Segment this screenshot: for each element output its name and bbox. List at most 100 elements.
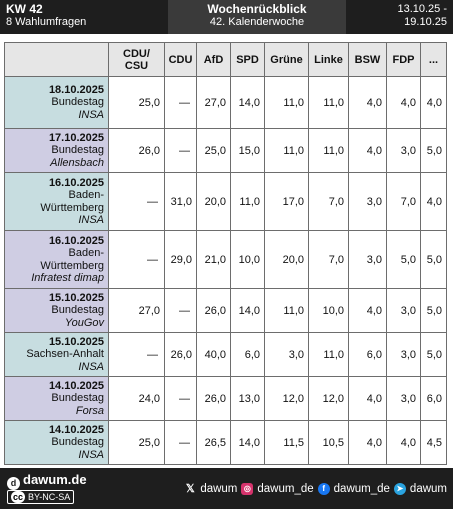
poll-value-cell: 5,0 — [420, 230, 447, 289]
poll-value-cell: — — [164, 76, 197, 129]
poll-region: Bundestag — [51, 96, 104, 109]
table-row: 14.10.2025 Bundestag INSA 25,0—26,5 14,0 11,5… — [4, 420, 447, 465]
poll-value-cell: 4,5 — [420, 420, 447, 465]
poll-value-cell: 27,0 — [196, 76, 231, 129]
poll-value-cell: 3,0 — [386, 332, 421, 377]
column-header: BSW — [348, 42, 387, 77]
poll-value-cell: 3,0 — [348, 172, 387, 231]
poll-value-cell: 26,5 — [196, 420, 231, 465]
poll-value-cell: 11,5 — [264, 420, 309, 465]
poll-institute[interactable]: INSA — [78, 360, 104, 373]
header-bar: KW 42 8 Wahlumfragen Wochenrückblick 42.… — [0, 0, 453, 34]
poll-institute[interactable]: INSA — [78, 214, 104, 226]
poll-value-cell: 4,0 — [386, 76, 421, 129]
poll-value-cell: 6,0 — [420, 376, 447, 421]
poll-value-cell: 29,0 — [164, 230, 197, 289]
poll-value-cell: 4,0 — [348, 128, 387, 173]
poll-value-cell: 31,0 — [164, 172, 197, 231]
poll-value-cell: — — [164, 288, 197, 333]
poll-value-cell: 24,0 — [108, 376, 165, 421]
poll-value-cell: 13,0 — [230, 376, 265, 421]
poll-value-cell: 12,0 — [308, 376, 349, 421]
page-subtitle: 42. Kalenderwoche — [209, 16, 305, 28]
poll-institute[interactable]: YouGov — [64, 316, 104, 329]
poll-date: 15.10.2025 — [48, 335, 104, 348]
poll-value-cell: 27,0 — [108, 288, 165, 333]
poll-value-cell: 12,0 — [264, 376, 309, 421]
column-header-line: CSU — [124, 59, 149, 72]
x-icon: 𝕏 — [185, 483, 195, 495]
poll-value-cell: 5,0 — [386, 230, 421, 289]
poll-institute[interactable]: Forsa — [75, 404, 104, 417]
brand-label: dawum.de — [23, 472, 87, 487]
license-label: BY-NC-SA — [28, 492, 71, 502]
poll-value-cell: — — [164, 420, 197, 465]
poll-value-cell: 10,0 — [230, 230, 265, 289]
page-title: Wochenrückblick — [207, 2, 307, 16]
column-header: SPD — [230, 42, 265, 77]
poll-value-cell: 3,0 — [386, 288, 421, 333]
poll-value-cell: 21,0 — [196, 230, 231, 289]
poll-date: 16.10.2025 — [48, 234, 104, 247]
poll-value-cell: 26,0 — [196, 376, 231, 421]
poll-info-cell: 15.10.2025 Bundestag YouGov — [4, 288, 109, 333]
dawum-logo-icon: d — [7, 477, 20, 490]
poll-date: 17.10.2025 — [48, 131, 104, 144]
poll-info-cell: 14.10.2025 Bundestag Forsa — [4, 376, 109, 421]
poll-value-cell: 3,0 — [264, 332, 309, 377]
table-row: 16.10.2025 Baden- Württemberg INSA —31,0 20,0… — [4, 172, 447, 231]
brand[interactable]: d dawum.de — [7, 472, 87, 490]
poll-table: CDU/CSU CDU AfD SPD Grüne Linke BSW FDP... 18.1… — [4, 42, 447, 465]
column-header: Linke — [308, 42, 349, 77]
week-info: KW 42 8 Wahlumfragen — [6, 3, 86, 29]
instagram-icon: ◎ — [241, 483, 254, 495]
social-telegram-label[interactable]: dawum — [409, 483, 447, 495]
poll-date: 16.10.2025 — [48, 176, 104, 189]
poll-value-cell: 25,0 — [108, 76, 165, 129]
poll-value-cell: 17,0 — [264, 172, 309, 231]
poll-region: Bundestag — [51, 436, 104, 449]
poll-value-cell: 7,0 — [386, 172, 421, 231]
license-badge[interactable]: cc BY-NC-SA — [7, 490, 75, 504]
poll-value-cell: 4,0 — [420, 172, 447, 231]
poll-date: 15.10.2025 — [48, 291, 104, 304]
social-x-label[interactable]: dawum — [200, 483, 238, 495]
poll-institute[interactable]: INSA — [78, 108, 104, 121]
table-row: 15.10.2025 Bundestag YouGov 27,0—26,0 14,0 11… — [4, 288, 447, 333]
social-facebook-label[interactable]: dawum_de — [333, 483, 390, 495]
poll-info-cell: 16.10.2025 Baden- Württemberg INSA — [4, 172, 109, 231]
date-range-end: 19.10.25 — [404, 16, 447, 28]
poll-value-cell: 14,0 — [230, 76, 265, 129]
poll-value-cell: 11,0 — [264, 128, 309, 173]
poll-value-cell: 4,0 — [348, 376, 387, 421]
title-box: Wochenrückblick 42. Kalenderwoche — [168, 0, 346, 34]
table-header-row: CDU/CSU CDU AfD SPD Grüne Linke BSW FDP... — [4, 42, 447, 77]
poll-value-cell: 4,0 — [348, 420, 387, 465]
poll-institute[interactable]: Infratest dimap — [31, 272, 104, 284]
date-range: 13.10.25 - 19.10.25 — [397, 3, 447, 29]
social-instagram-label[interactable]: dawum_de — [257, 483, 314, 495]
poll-institute[interactable]: INSA — [78, 448, 104, 461]
column-header: CDU/CSU — [108, 42, 165, 77]
week-label: KW 42 — [6, 2, 43, 16]
poll-value-cell: 5,0 — [420, 288, 447, 333]
poll-value-cell: 20,0 — [264, 230, 309, 289]
poll-region: Württemberg — [40, 259, 104, 272]
poll-info-cell: 14.10.2025 Bundestag INSA — [4, 420, 109, 465]
poll-value-cell: 26,0 — [196, 288, 231, 333]
column-header: Grüne — [264, 42, 309, 77]
poll-info-cell: 15.10.2025 Sachsen-Anhalt INSA — [4, 332, 109, 377]
table-row: 17.10.2025 Bundestag Allensbach 26,0—25,0 15… — [4, 128, 447, 173]
poll-region: Baden- — [68, 247, 104, 259]
poll-date: 18.10.2025 — [48, 83, 104, 96]
poll-institute[interactable]: Allensbach — [50, 156, 104, 169]
poll-region: Bundestag — [51, 144, 104, 157]
poll-value-cell: 40,0 — [196, 332, 231, 377]
poll-value-cell: 3,0 — [348, 230, 387, 289]
poll-value-cell: 25,0 — [108, 420, 165, 465]
poll-region: Bundestag — [51, 392, 104, 405]
poll-value-cell: 11,0 — [308, 76, 349, 129]
poll-value-cell: 25,0 — [196, 128, 231, 173]
column-header: AfD — [196, 42, 231, 77]
facebook-icon: f — [317, 483, 330, 495]
